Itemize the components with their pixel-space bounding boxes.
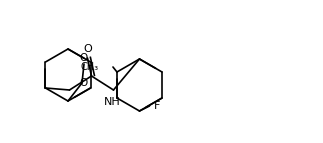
Text: F: F [153,101,160,111]
Text: CH₃: CH₃ [81,62,99,72]
Text: NH: NH [104,97,121,107]
Text: O: O [79,78,87,88]
Text: O: O [80,53,88,63]
Text: O: O [83,44,92,54]
